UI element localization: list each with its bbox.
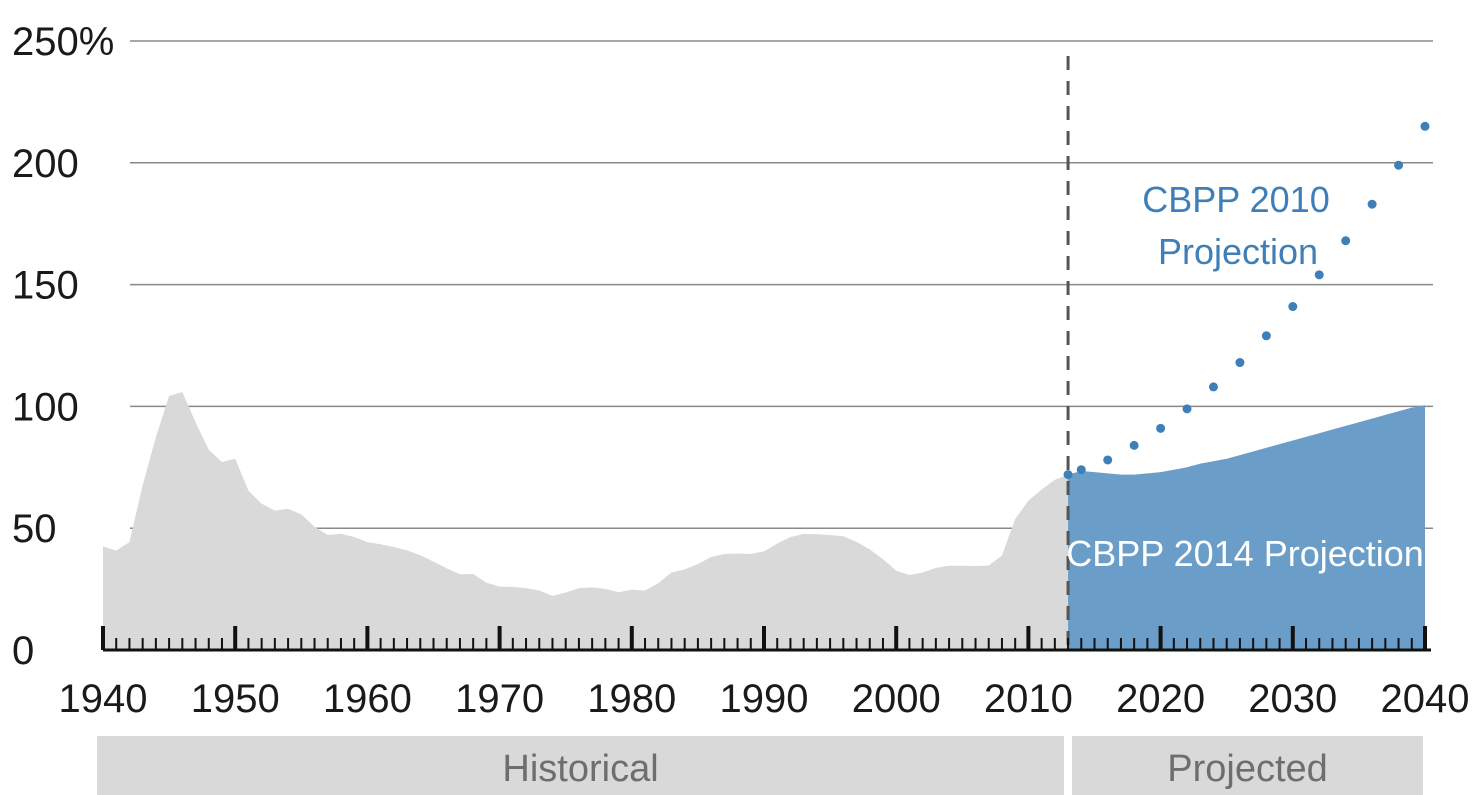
x-tick-label-2030: 2030 — [1248, 677, 1337, 721]
band-historical — [97, 736, 1065, 795]
x-tick-label-1970: 1970 — [455, 677, 544, 721]
band-label-historical: Historical — [502, 748, 658, 790]
band-projected — [1072, 736, 1423, 795]
x-tick-label-2020: 2020 — [1116, 677, 1205, 721]
x-axis — [101, 626, 1431, 652]
gridlines — [130, 40, 1433, 529]
x-tick-label-1960: 1960 — [323, 677, 412, 721]
dot-2034 — [1341, 236, 1351, 246]
annotation-cbpp-2014: CBPP 2014 Projection — [1066, 533, 1424, 574]
dot-2028 — [1261, 331, 1271, 341]
dot-2024 — [1208, 382, 1218, 392]
areas — [103, 392, 1425, 650]
dot-2018 — [1129, 440, 1139, 450]
x-tick-label-1950: 1950 — [191, 677, 280, 721]
dot-2022 — [1182, 404, 1192, 414]
y-tick-label-50: 50 — [12, 507, 57, 551]
dot-2030 — [1288, 302, 1298, 312]
dot-2040 — [1420, 121, 1430, 131]
x-tick-label-2000: 2000 — [852, 677, 941, 721]
area-series-historical — [103, 392, 1069, 650]
y-tick-label-100: 100 — [12, 385, 79, 429]
period-bands: Historical Projected — [97, 736, 1423, 795]
y-tick-label-250: 250% — [12, 20, 114, 64]
area-series-cbpp-2014-projection — [1068, 405, 1425, 650]
dot-2036 — [1367, 199, 1377, 209]
x-tick-label-2010: 2010 — [984, 677, 1073, 721]
y-axis-labels: 0 50 100 150 200 250% — [12, 20, 114, 673]
dot-2032 — [1314, 270, 1324, 280]
dot-2016 — [1103, 455, 1113, 465]
y-tick-label-150: 150 — [12, 264, 79, 308]
x-tick-label-2040: 2040 — [1381, 677, 1470, 721]
annotation-cbpp-2010-line2: Projection — [1158, 231, 1318, 272]
dot-2013 — [1063, 470, 1073, 480]
annotation-cbpp-2010-line1: CBPP 2010 — [1142, 179, 1329, 220]
dot-2020 — [1156, 423, 1166, 433]
band-label-projected: Projected — [1167, 748, 1328, 790]
dot-2026 — [1235, 358, 1245, 368]
y-tick-label-0: 0 — [12, 629, 34, 673]
x-tick-label-1940: 1940 — [59, 677, 148, 721]
x-tick-label-1990: 1990 — [720, 677, 809, 721]
cbpp-2010-projection-dots — [1063, 121, 1430, 480]
x-tick-label-1980: 1980 — [587, 677, 676, 721]
y-tick-label-200: 200 — [12, 142, 79, 186]
x-axis-labels: 1940 1950 1960 1970 1980 1990 2000 2010 2020 2030… — [59, 677, 1470, 721]
dot-2014 — [1076, 465, 1086, 475]
dot-2038 — [1394, 160, 1404, 170]
